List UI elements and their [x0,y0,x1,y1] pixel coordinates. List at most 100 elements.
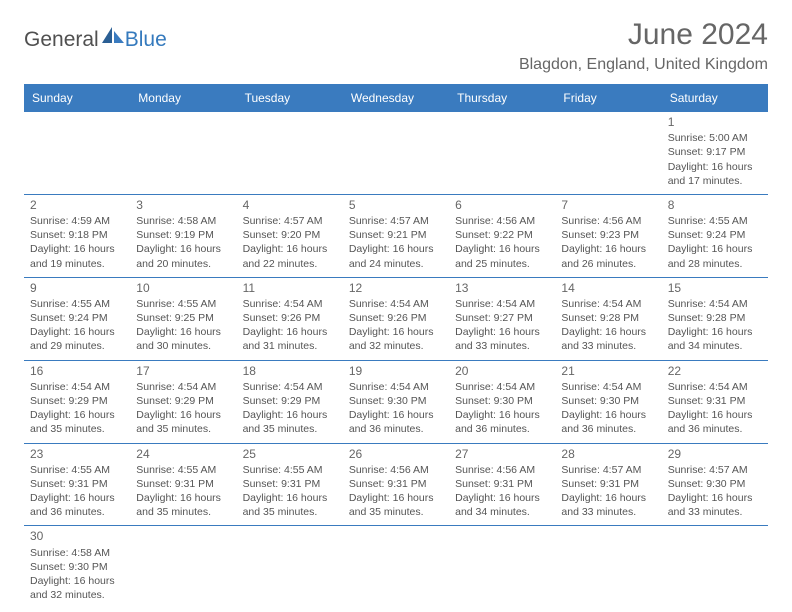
daylight-line: Daylight: 16 hours and 31 minutes. [243,326,328,352]
sunrise-line: Sunrise: 4:59 AM [30,215,110,227]
day-cell: 23Sunrise: 4:55 AMSunset: 9:31 PMDayligh… [24,443,130,526]
day-number: 19 [349,363,443,379]
sunset-line: Sunset: 9:30 PM [349,395,427,407]
daylight-line: Daylight: 16 hours and 35 minutes. [243,409,328,435]
day-cell: 10Sunrise: 4:55 AMSunset: 9:25 PMDayligh… [130,277,236,360]
sunset-line: Sunset: 9:31 PM [243,478,321,490]
sunset-line: Sunset: 9:31 PM [455,478,533,490]
sunrise-line: Sunrise: 4:57 AM [349,215,429,227]
daylight-line: Daylight: 16 hours and 33 minutes. [561,326,646,352]
sunrise-line: Sunrise: 4:56 AM [349,464,429,476]
location: Blagdon, England, United Kingdom [519,56,768,74]
empty-cell [555,526,661,608]
daylight-line: Daylight: 16 hours and 29 minutes. [30,326,115,352]
weekday-header-row: Sunday Monday Tuesday Wednesday Thursday… [24,85,768,112]
sunrise-line: Sunrise: 4:54 AM [455,381,535,393]
day-number: 18 [243,363,337,379]
day-number: 8 [668,197,762,213]
day-cell: 6Sunrise: 4:56 AMSunset: 9:22 PMDaylight… [449,194,555,277]
sunset-line: Sunset: 9:30 PM [561,395,639,407]
daylight-line: Daylight: 16 hours and 36 minutes. [30,492,115,518]
sunset-line: Sunset: 9:27 PM [455,312,533,324]
calendar-row: 2Sunrise: 4:59 AMSunset: 9:18 PMDaylight… [24,194,768,277]
day-number: 25 [243,446,337,462]
daylight-line: Daylight: 16 hours and 28 minutes. [668,243,753,269]
sunrise-line: Sunrise: 4:56 AM [561,215,641,227]
sunrise-line: Sunrise: 4:57 AM [668,464,748,476]
day-number: 15 [668,280,762,296]
day-cell: 19Sunrise: 4:54 AMSunset: 9:30 PMDayligh… [343,360,449,443]
col-thursday: Thursday [449,85,555,112]
empty-cell [24,112,130,195]
sunset-line: Sunset: 9:28 PM [561,312,639,324]
sunrise-line: Sunrise: 4:58 AM [30,547,110,559]
empty-cell [237,526,343,608]
sunrise-line: Sunrise: 4:56 AM [455,215,535,227]
day-cell: 22Sunrise: 4:54 AMSunset: 9:31 PMDayligh… [662,360,768,443]
day-number: 20 [455,363,549,379]
sunrise-line: Sunrise: 4:55 AM [30,298,110,310]
day-cell: 17Sunrise: 4:54 AMSunset: 9:29 PMDayligh… [130,360,236,443]
sunset-line: Sunset: 9:21 PM [349,229,427,241]
daylight-line: Daylight: 16 hours and 24 minutes. [349,243,434,269]
sunrise-line: Sunrise: 4:54 AM [668,298,748,310]
daylight-line: Daylight: 16 hours and 30 minutes. [136,326,221,352]
calendar-row: 23 Sunrise: 4:55 AM Sunset: 9:31 PM Dayligh… [24,443,768,526]
sunset-line: Sunset: 9:31 PM [561,478,639,490]
sunrise-line: Sunrise: 5:00 AM [668,132,748,144]
sunrise-line: Sunrise: 4:54 AM [243,298,323,310]
daylight-line: Daylight: 16 hours and 19 minutes. [30,243,115,269]
sunrise-line: Sunrise: 4:54 AM [668,381,748,393]
col-wednesday: Wednesday [343,85,449,112]
sunrise-line: Sunrise: 4:54 AM [243,381,323,393]
day-number: 23 [30,446,124,462]
day-number: 6 [455,197,549,213]
col-tuesday: Tuesday [237,85,343,112]
day-number: 9 [30,280,124,296]
sunrise-line: Sunrise: 4:55 AM [243,464,323,476]
daylight-line: Daylight: 16 hours and 34 minutes. [455,492,540,518]
sunrise-line: Sunrise: 4:57 AM [561,464,641,476]
sunset-line: Sunset: 9:23 PM [561,229,639,241]
day-number: 7 [561,197,655,213]
empty-cell [130,526,236,608]
day-cell: 8 Sunrise: 4:55 AM Sunset: 9:24 PM Daylight… [662,194,768,277]
day-number: 29 [668,446,762,462]
sunrise-line: Sunrise: 4:55 AM [668,215,748,227]
day-number: 17 [136,363,230,379]
day-number: 27 [455,446,549,462]
sunset-line: Sunset: 9:24 PM [668,229,746,241]
daylight-line: Daylight: 16 hours and 22 minutes. [243,243,328,269]
logo-text-general: General [24,28,99,52]
daylight-line: Daylight: 16 hours and 33 minutes. [455,326,540,352]
header: General Blue June 2024 Blagdon, England,… [24,18,768,74]
sunrise-line: Sunrise: 4:55 AM [136,464,216,476]
sunset-line: Sunset: 9:18 PM [30,229,108,241]
sunrise-line: Sunrise: 4:57 AM [243,215,323,227]
daylight-line: Daylight: 16 hours and 26 minutes. [561,243,646,269]
sunset-line: Sunset: 9:26 PM [243,312,321,324]
day-number: 28 [561,446,655,462]
day-cell: 1Sunrise: 5:00 AMSunset: 9:17 PMDaylight… [662,112,768,195]
empty-cell [343,112,449,195]
daylight-line: Daylight: 16 hours and 35 minutes. [136,409,221,435]
calendar-row: 9Sunrise: 4:55 AMSunset: 9:24 PMDaylight… [24,277,768,360]
sunset-line: Sunset: 9:29 PM [136,395,214,407]
sunrise-line: Sunrise: 4:54 AM [349,298,429,310]
logo-text-blue: Blue [125,28,167,52]
sunset-line: Sunset: 9:26 PM [349,312,427,324]
daylight-line: Daylight: 16 hours and 33 minutes. [668,492,753,518]
daylight-line: Daylight: 16 hours and 20 minutes. [136,243,221,269]
sunset-line: Sunset: 9:28 PM [668,312,746,324]
day-cell: 29 Sunrise: 4:57 AM Sunset: 9:30 PM Dayligh… [662,443,768,526]
day-cell: 16Sunrise: 4:54 AMSunset: 9:29 PMDayligh… [24,360,130,443]
empty-cell [449,112,555,195]
day-cell: 3Sunrise: 4:58 AMSunset: 9:19 PMDaylight… [130,194,236,277]
col-monday: Monday [130,85,236,112]
sunrise-line: Sunrise: 4:55 AM [136,298,216,310]
day-number: 11 [243,280,337,296]
sunrise-line: Sunrise: 4:54 AM [455,298,535,310]
sunset-line: Sunset: 9:31 PM [30,478,108,490]
sunset-line: Sunset: 9:30 PM [668,478,746,490]
calendar-row: 16Sunrise: 4:54 AMSunset: 9:29 PMDayligh… [24,360,768,443]
